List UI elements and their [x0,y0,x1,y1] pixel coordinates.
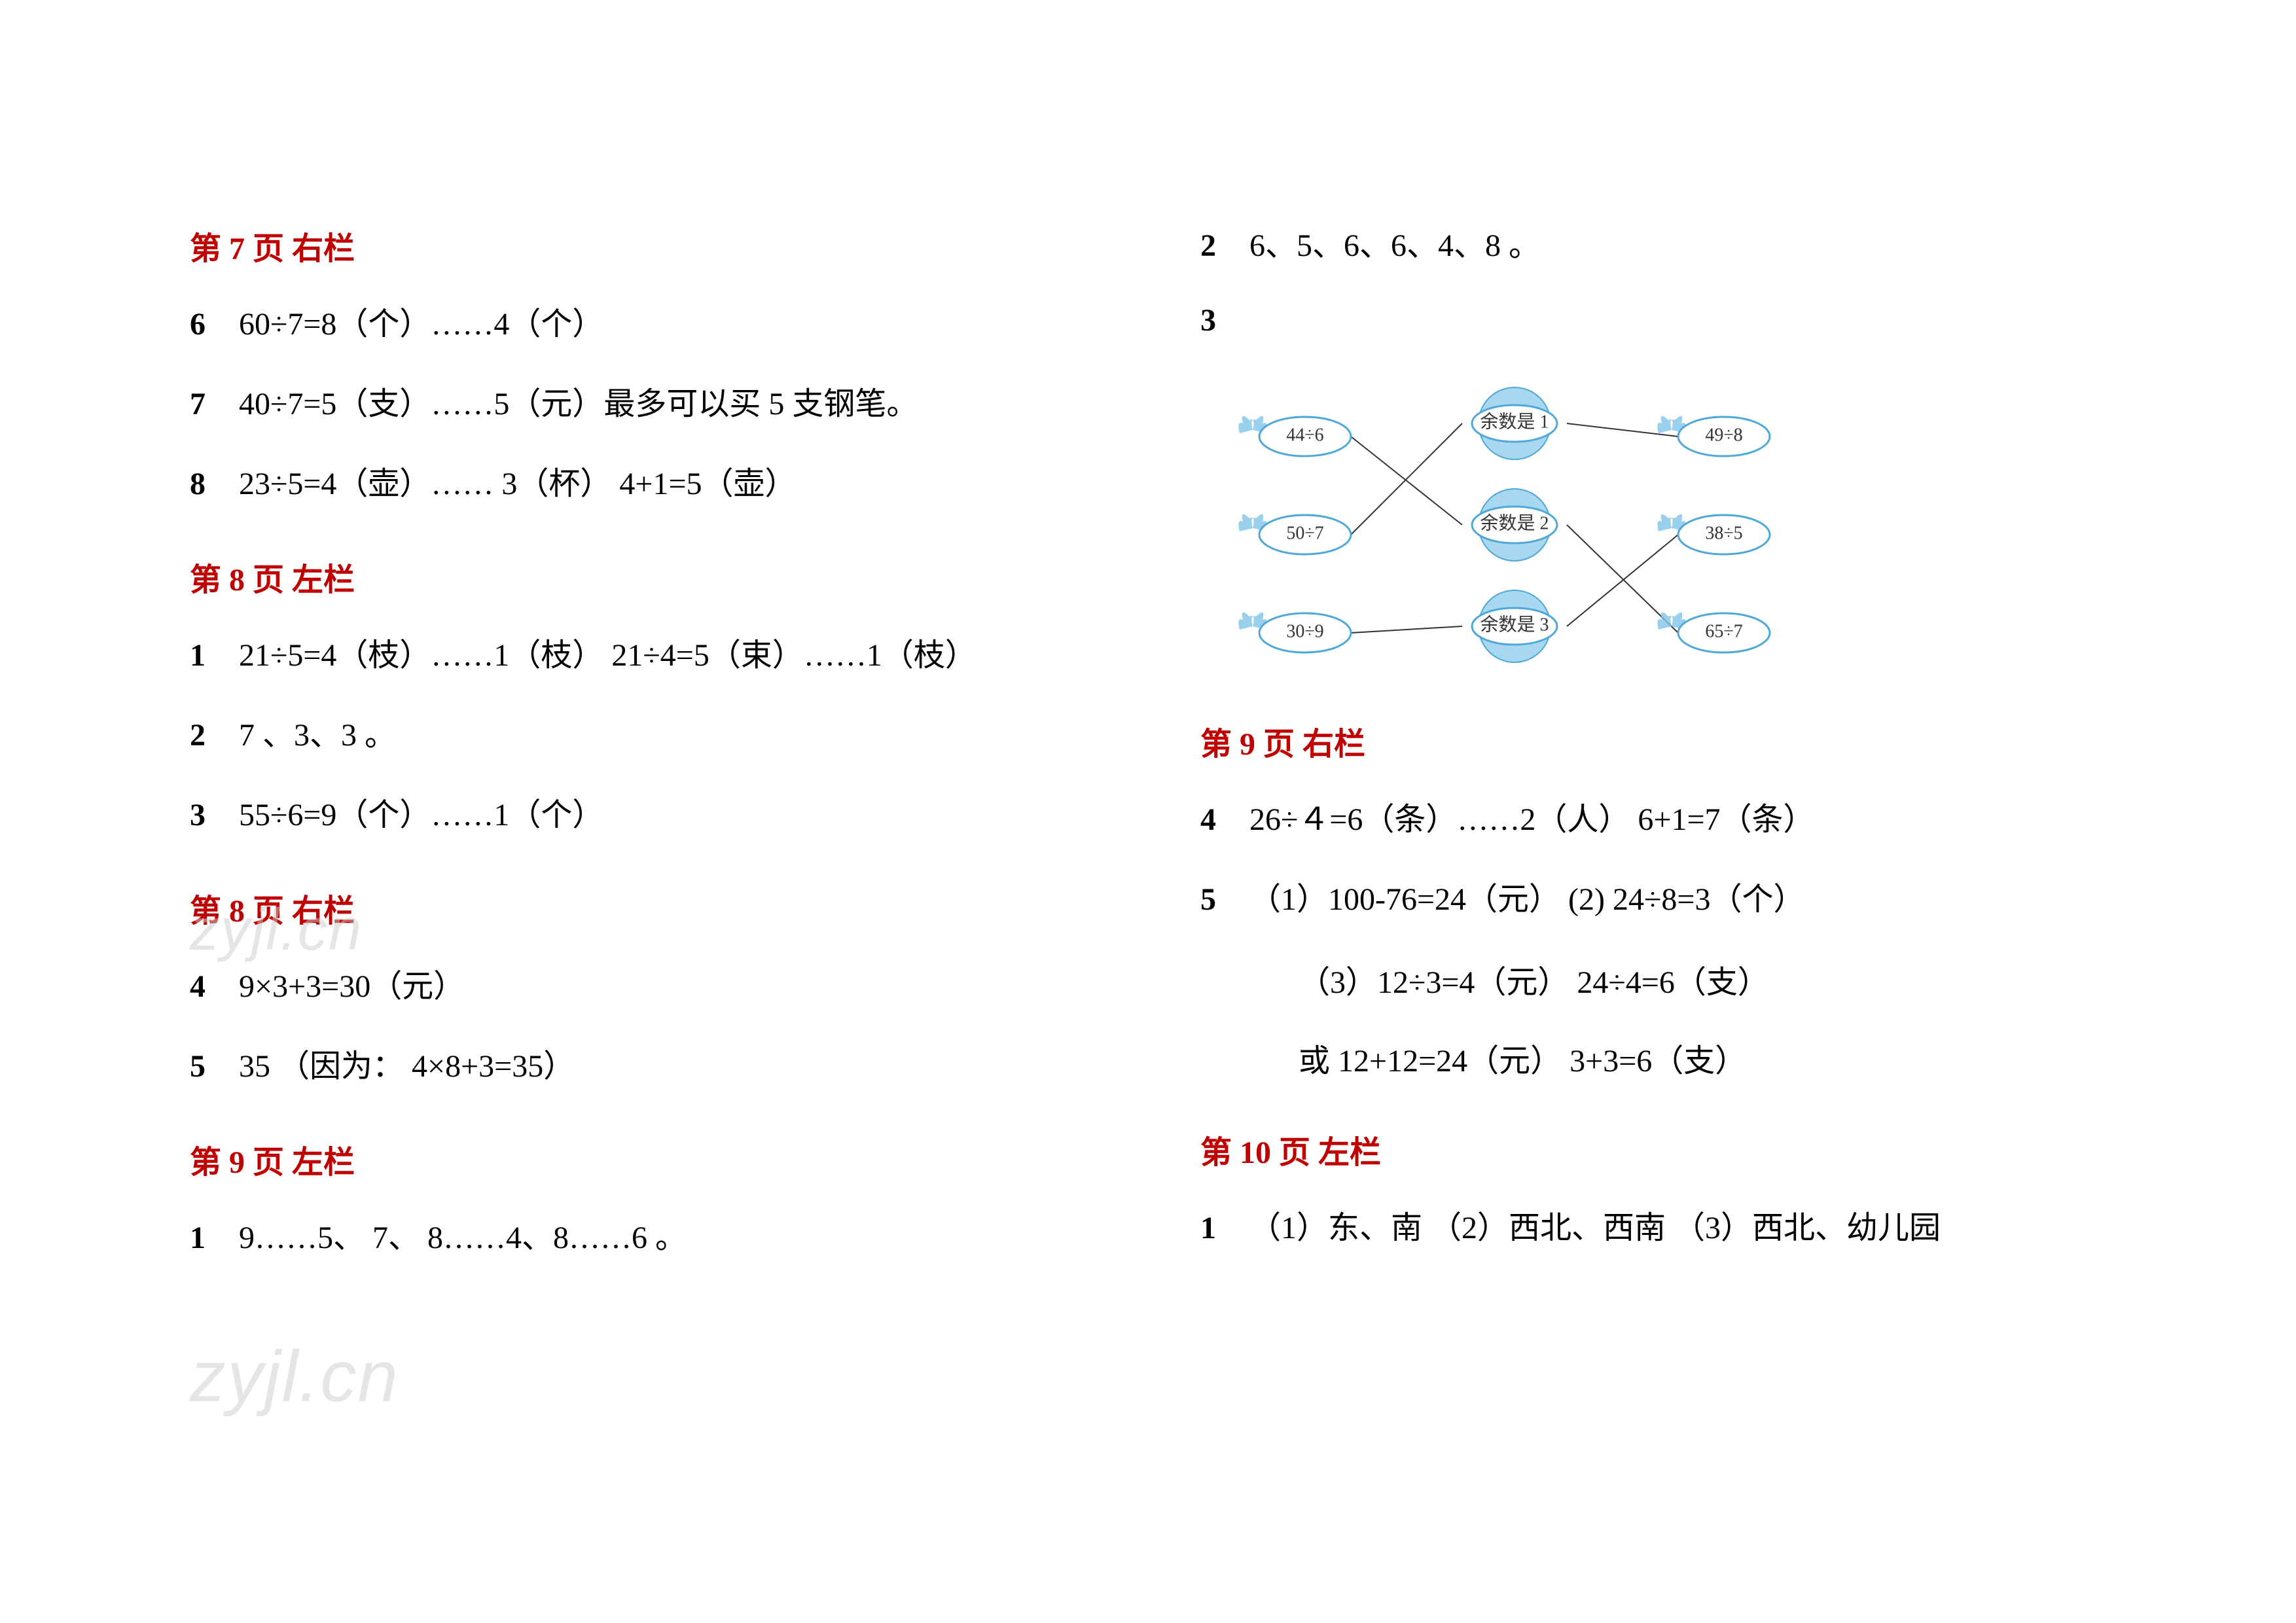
problem-content: 9×3+3=30（元） [239,963,1096,1010]
edge [1567,535,1678,626]
problem-line: 5 35 （因为： 4×8+3=35） [190,1043,1096,1090]
center-label: 余数是 3 [1480,614,1549,635]
center-label: 余数是 2 [1480,512,1549,533]
edge [1351,423,1462,535]
section-header-p7r: 第 7 页 右栏 [190,223,1096,268]
center-node: 余数是 1 [1472,387,1557,459]
problem-line: 4 9×3+3=30（元） [190,963,1096,1010]
matching-diagram: 44÷6 50÷7 30÷9 余数是 1 余数是 2 [1220,371,1809,685]
problem-num: 4 [190,969,239,1005]
problem-line: 1 9……5、 7、 8……4、8……6 。 [190,1215,1096,1262]
section-header-p8r: 第 8 页 右栏 [190,885,1096,931]
section-header-p9r: 第 9 页 右栏 [1200,718,2106,764]
problem-num: 8 [190,466,239,502]
problem-num: 5 [1200,882,1249,918]
problem-num: 1 [190,637,239,673]
node-label: 50÷7 [1286,523,1323,543]
problem-content: 55÷6=9（个）……1（个） [239,792,1096,839]
node-label: 49÷8 [1705,425,1742,445]
problem-num: 4 [1200,802,1249,838]
indent-line: 或 12+12=24（元） 3+3=6（支） [1299,1035,2106,1080]
problem-content: 60÷7=8（个）……4（个） [239,301,1096,348]
problem-content: 40÷7=5（支）……5（元）最多可以买 5 支钢笔。 [239,381,1096,428]
problem-content: 26÷４=6（条）……2（人） 6+1=7（条） [1249,796,2106,844]
node-label: 44÷6 [1286,425,1323,445]
problem-num: 3 [190,797,239,833]
problem-num: 1 [190,1220,239,1256]
problem-num: 3 [1200,302,1249,338]
problem-num: 2 [190,717,239,753]
problem-line: 7 40÷7=5（支）……5（元）最多可以买 5 支钢笔。 [190,381,1096,428]
center-node: 余数是 2 [1472,489,1557,561]
center-label: 余数是 1 [1480,411,1549,432]
problem-line: 1 （1）东、南 （2）西北、西南 （3）西北、幼儿园 [1200,1205,2106,1252]
problem-line: 3 [1200,302,2106,338]
problem-line: 4 26÷４=6（条）……2（人） 6+1=7（条） [1200,796,2106,844]
problem-line: 5 （1）100-76=24（元） (2) 24÷8=3（个） [1200,876,2106,923]
edge [1351,626,1462,633]
section-header-p10l: 第 10 页 左栏 [1200,1126,2106,1172]
problem-line: 2 7 、3、3 。 [190,712,1096,759]
problem-num: 2 [1200,228,1249,264]
problem-content: 7 、3、3 。 [239,712,1096,759]
problem-content: 6、5、6、6、4、8 。 [1249,223,2106,270]
node-label: 38÷5 [1705,523,1742,543]
problem-line: 6 60÷7=8（个）……4（个） [190,301,1096,348]
problem-content: 23÷5=4（壶）…… 3（杯） 4+1=5（壶） [239,461,1096,508]
page-container: 第 7 页 右栏 6 60÷7=8（个）……4（个） 7 40÷7=5（支）……… [0,0,2296,1425]
problem-content: （1）东、南 （2）西北、西南 （3）西北、幼儿园 [1249,1205,2106,1252]
section-header-p9l: 第 9 页 左栏 [190,1136,1096,1182]
problem-content: 35 （因为： 4×8+3=35） [239,1043,1096,1090]
diagram-svg: 44÷6 50÷7 30÷9 余数是 1 余数是 2 [1220,371,1809,685]
problem-line: 3 55÷6=9（个）……1（个） [190,792,1096,839]
left-column: 第 7 页 右栏 6 60÷7=8（个）……4（个） 7 40÷7=5（支）……… [190,223,1096,1294]
problem-num: 1 [1200,1210,1249,1246]
section-header-p8l: 第 8 页 左栏 [190,554,1096,599]
center-node: 余数是 3 [1472,590,1557,662]
problem-content: （1）100-76=24（元） (2) 24÷8=3（个） [1249,876,2106,923]
node-label: 65÷7 [1705,621,1742,641]
problem-content: 9……5、 7、 8……4、8……6 。 [239,1215,1096,1262]
node-label: 30÷9 [1286,621,1323,641]
problem-line: 8 23÷5=4（壶）…… 3（杯） 4+1=5（壶） [190,461,1096,508]
problem-line: 2 6、5、6、6、4、8 。 [1200,223,2106,270]
problem-num: 7 [190,386,239,422]
problem-line: 1 21÷5=4（枝）……1（枝） 21÷4=5（束）……1（枝） [190,632,1096,679]
indent-line: （3）12÷3=4（元） 24÷4=6（支） [1299,956,2106,1002]
right-column: 2 6、5、6、6、4、8 。 3 [1200,223,2106,1294]
edge [1351,437,1462,525]
problem-num: 5 [190,1048,239,1084]
problem-content: 21÷5=4（枝）……1（枝） 21÷4=5（束）……1（枝） [239,632,1096,679]
problem-num: 6 [190,306,239,342]
